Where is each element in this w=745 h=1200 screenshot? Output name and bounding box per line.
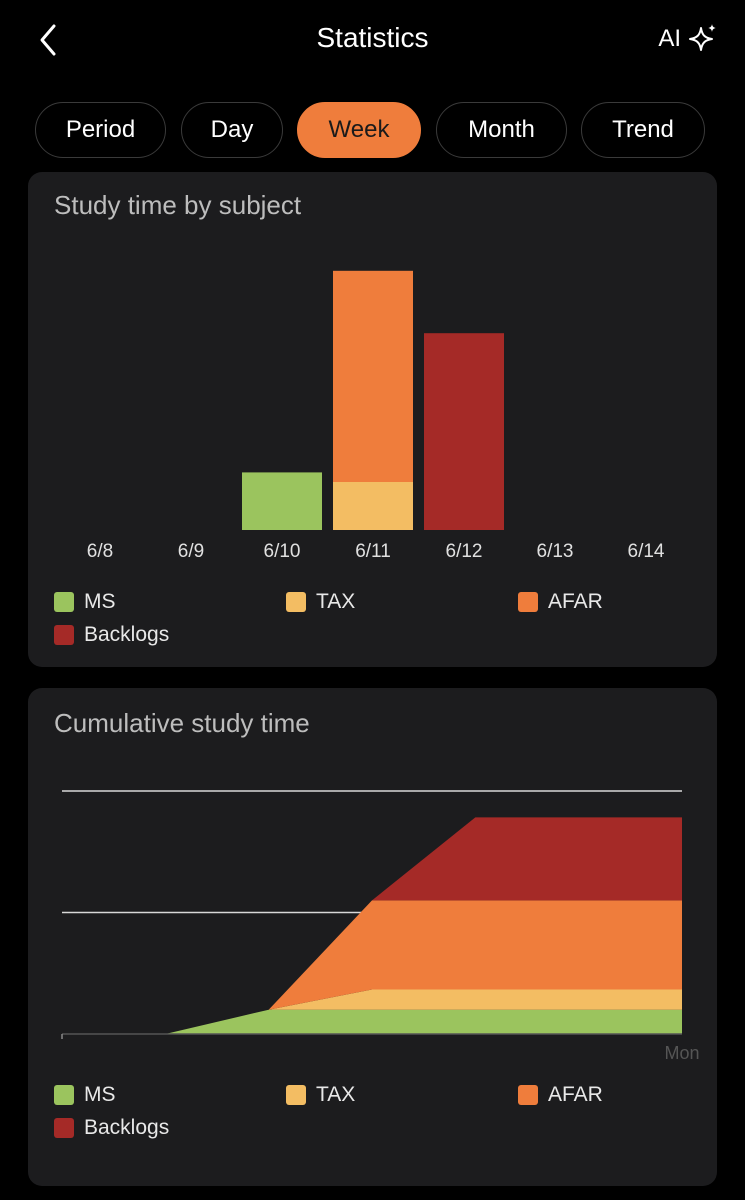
- x-tick-label: 6/10: [264, 541, 301, 562]
- sparkle-icon: [689, 24, 716, 51]
- cumulative-area-chart: Mon: [61, 790, 700, 1063]
- legend-swatch-ms: [54, 592, 74, 612]
- legend-swatch-tax: [286, 1085, 306, 1105]
- legend-swatch-afar: [518, 592, 538, 612]
- legend-study-time: MS TAX AFAR Backlogs: [54, 590, 694, 660]
- x-tick-label: 6/9: [178, 541, 204, 562]
- x-tick-label: 6/14: [628, 541, 665, 562]
- top-bar: Statistics AI: [0, 0, 745, 80]
- legend-item-ms: MS: [54, 1083, 116, 1107]
- legend-swatch-tax: [286, 592, 306, 612]
- card-title-study-time: Study time by subject: [54, 190, 302, 220]
- legend-item-backlogs: Backlogs: [54, 623, 169, 647]
- x-tick-label: 6/13: [537, 541, 574, 562]
- tab-period[interactable]: Period: [35, 102, 166, 158]
- card-title-cumulative: Cumulative study time: [54, 708, 310, 738]
- legend-item-tax: TAX: [286, 1083, 355, 1107]
- page-title: Statistics: [316, 22, 429, 53]
- legend-item-ms: MS: [54, 590, 116, 614]
- x-end-label: Mon: [664, 1043, 699, 1063]
- ai-label: AI: [658, 25, 681, 52]
- area-ms: [62, 1009, 682, 1034]
- legend-swatch-ms: [54, 1085, 74, 1105]
- study-time-bar-chart: 6/8 6/9 6/10 6/11 6/12 6/13 6/14: [87, 270, 665, 562]
- bar-backlogs-6-12: [424, 333, 504, 530]
- tab-week[interactable]: Week: [297, 102, 421, 158]
- x-tick-label: 6/11: [355, 541, 391, 562]
- x-tick-label: 6/8: [87, 541, 113, 562]
- period-tabs: Period Day Week Month Trend: [0, 102, 745, 160]
- legend-swatch-afar: [518, 1085, 538, 1105]
- ai-button[interactable]: AI: [658, 22, 719, 56]
- cumulative-card: Cumulative study time Mon MS TAX AFAR Ba…: [28, 688, 717, 1186]
- back-button[interactable]: [34, 22, 64, 58]
- study-time-card: Study time by subject 6/8 6/9 6/10 6/11 6/12…: [28, 172, 717, 667]
- bar-tax-6-11: [333, 482, 413, 530]
- area-tax: [62, 989, 682, 1034]
- legend-swatch-backlogs: [54, 1118, 74, 1138]
- legend-item-tax: TAX: [286, 590, 355, 614]
- tab-month[interactable]: Month: [436, 102, 567, 158]
- x-tick-label: 6/12: [446, 541, 483, 562]
- area-backlogs: [62, 817, 682, 1034]
- legend-item-afar: AFAR: [518, 590, 603, 614]
- bar-afar-6-11: [333, 270, 413, 482]
- tab-trend[interactable]: Trend: [581, 102, 705, 158]
- legend-cumulative: MS TAX AFAR Backlogs: [54, 1083, 694, 1153]
- legend-item-afar: AFAR: [518, 1083, 603, 1107]
- tab-day[interactable]: Day: [181, 102, 283, 158]
- legend-item-backlogs: Backlogs: [54, 1116, 169, 1140]
- bar-ms-6-10: [242, 472, 322, 530]
- legend-swatch-backlogs: [54, 625, 74, 645]
- chevron-left-icon: [40, 24, 56, 56]
- area-afar: [62, 900, 682, 1034]
